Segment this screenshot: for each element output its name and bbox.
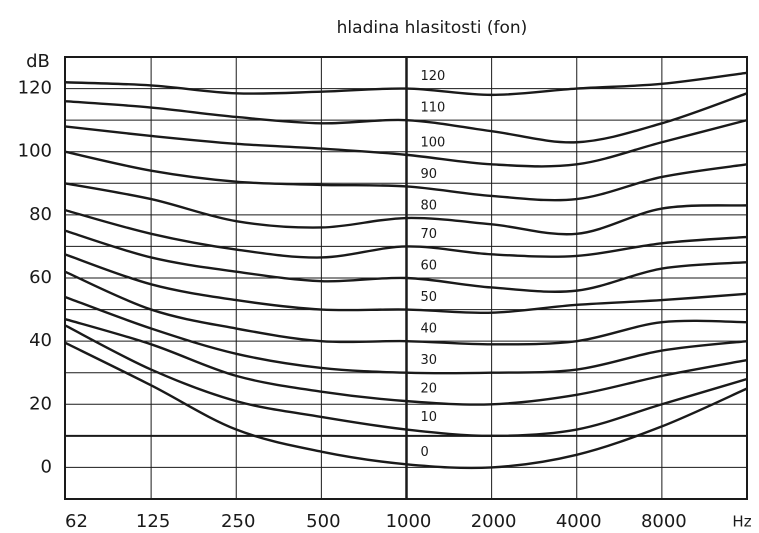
y-tick-label: 20: [29, 393, 52, 414]
x-tick-label: 2000: [471, 511, 517, 532]
series-label: 0: [420, 445, 428, 460]
y-tick-label: 120: [18, 78, 52, 99]
series-label: 60: [420, 259, 437, 274]
series-label: 30: [420, 353, 437, 368]
x-tick-label: 8000: [641, 511, 687, 532]
contour-line: [64, 270, 748, 346]
y-axis-label: dB: [26, 51, 50, 72]
contour-line: [64, 295, 748, 375]
x-tick-label: 4000: [556, 511, 602, 532]
series-label: 40: [420, 322, 437, 337]
y-tick-label: 100: [18, 141, 52, 162]
chart-title: hladina hlasitosti (fon): [337, 18, 528, 38]
contour-line: [64, 118, 748, 168]
y-tick-label: 0: [41, 456, 52, 477]
y-tick-label: 60: [29, 267, 52, 288]
y-tick-label: 40: [29, 330, 52, 351]
series-label: 70: [420, 227, 437, 242]
x-tick-label: 62: [65, 511, 88, 532]
contour-line: [64, 317, 748, 406]
y-tick-label: 80: [29, 204, 52, 225]
contour-line: [64, 71, 748, 97]
x-tick-label: 500: [306, 511, 340, 532]
series-label: 20: [420, 382, 437, 397]
contour-line: [64, 253, 748, 315]
contour-line: [64, 324, 748, 438]
series-label: 50: [420, 290, 437, 305]
x-axis-label: Hz: [732, 513, 751, 531]
series-label: 100: [420, 135, 445, 150]
series-label: 80: [420, 199, 437, 214]
series-label: 120: [420, 69, 445, 84]
contour-line: [64, 341, 748, 470]
x-tick-label: 250: [221, 511, 255, 532]
contour-line: [64, 182, 748, 236]
contour-line: [64, 150, 748, 202]
plot-frame: [64, 56, 748, 500]
x-tick-label: 1000: [386, 511, 432, 532]
contour-line: [64, 208, 748, 259]
contour-line: [64, 92, 748, 144]
contour-line: [64, 229, 748, 293]
x-tick-label: 125: [136, 511, 170, 532]
series-label: 10: [420, 410, 437, 425]
series-label: 90: [420, 167, 437, 182]
series-label: 110: [420, 101, 445, 116]
